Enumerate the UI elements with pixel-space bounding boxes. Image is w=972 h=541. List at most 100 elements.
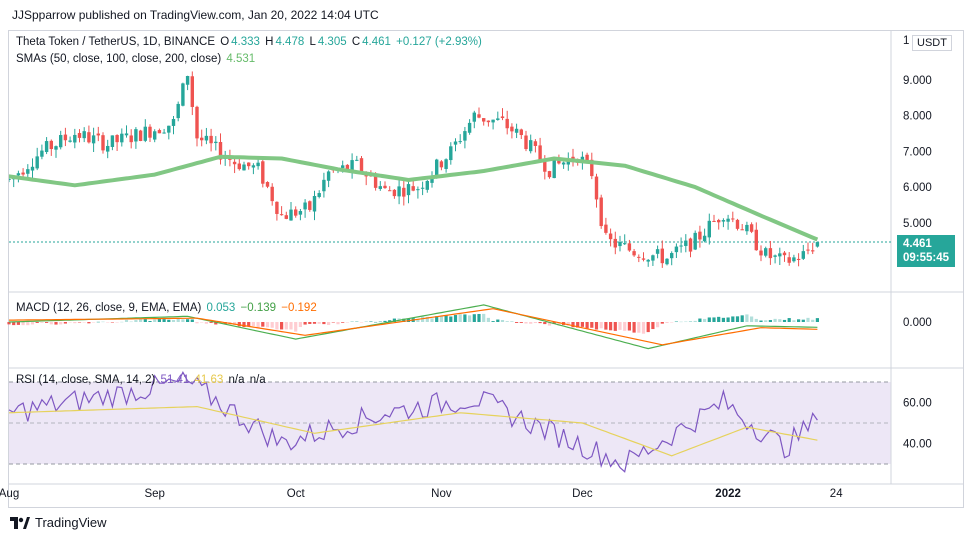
macd-histogram-bar <box>275 322 279 330</box>
candle-body <box>496 118 500 120</box>
candle-body <box>279 214 284 216</box>
candle <box>430 171 434 188</box>
macd-histogram-bar <box>350 321 354 322</box>
macd-histogram-bar <box>331 322 335 323</box>
candle <box>749 222 754 234</box>
candle-body <box>402 187 406 197</box>
candle <box>453 138 458 152</box>
rsi-tick-label: 40.00 <box>903 439 932 451</box>
candle-body <box>214 141 218 144</box>
candle-body <box>82 131 86 139</box>
macd-histogram-bar <box>660 322 664 324</box>
candle-body <box>792 257 796 262</box>
candle-body <box>514 128 519 133</box>
tradingview-footer[interactable]: TradingView <box>10 515 107 530</box>
macd-histogram-bar <box>383 320 387 322</box>
published-caption: JJSpparrow published on TradingView.com,… <box>12 8 379 22</box>
macd-histogram-bar <box>73 322 77 324</box>
macd-histogram-bar <box>627 322 631 331</box>
candle-body <box>204 135 209 141</box>
candle <box>322 172 326 198</box>
macd-histogram-bar <box>726 317 730 322</box>
candle <box>87 125 91 144</box>
candle-body <box>294 209 298 216</box>
macd-histogram-bar <box>529 322 533 324</box>
macd-histogram-bar <box>92 322 96 323</box>
tradingview-brand: TradingView <box>35 515 107 530</box>
candle-body <box>660 248 664 264</box>
candle <box>547 170 552 179</box>
candle <box>524 130 528 152</box>
macd-histogram-bar <box>77 322 82 323</box>
macd-histogram-bar <box>613 322 617 331</box>
candle-body <box>49 140 53 150</box>
rsi-value-3: n/a <box>228 374 245 386</box>
candle-body <box>519 129 523 136</box>
macd-histogram-bar <box>566 322 570 326</box>
macd-histogram-bar <box>496 319 500 322</box>
candle <box>289 202 293 221</box>
macd-histogram-bar <box>425 316 429 322</box>
candle-body <box>594 176 599 200</box>
macd-histogram-bar <box>693 320 697 322</box>
candle <box>500 108 505 121</box>
candle <box>73 128 77 149</box>
macd-histogram-bar <box>618 322 622 330</box>
macd-histogram-bar <box>49 322 53 325</box>
rsi-label: RSI (14, close, SMA, 14, 2) <box>16 374 156 386</box>
macd-histogram-bar <box>369 321 373 322</box>
macd-histogram-bar <box>341 322 345 323</box>
macd-histogram-bar <box>45 322 49 323</box>
change-value: +0.127 (+2.93%) <box>396 36 482 48</box>
candle-body <box>731 218 735 220</box>
candle-body <box>670 253 674 259</box>
candle <box>684 234 688 253</box>
macd-histogram-bar <box>322 322 326 325</box>
sma-legend: SMAs (50, close, 100, close, 200, close)… <box>16 53 257 65</box>
candle-body <box>420 187 425 189</box>
macd-histogram-bar <box>500 319 505 322</box>
candle-body <box>134 129 138 142</box>
candle-body <box>120 133 124 143</box>
candle <box>721 218 726 228</box>
currency-button[interactable]: USDT <box>912 35 952 51</box>
candle-body <box>26 169 30 174</box>
candle <box>406 178 411 204</box>
candle-body <box>9 178 11 181</box>
time-tick-label: Sep <box>144 488 164 500</box>
macd-histogram-bar <box>735 316 740 322</box>
candle-body <box>745 224 749 232</box>
candle <box>552 158 556 179</box>
candle <box>388 186 392 192</box>
candle-body <box>698 231 702 240</box>
candle <box>778 247 782 266</box>
candle-body <box>637 256 641 258</box>
macd-histogram-bar <box>684 321 688 323</box>
macd-histogram-bar <box>651 322 655 330</box>
candle-body <box>148 126 152 138</box>
macd-histogram-bar <box>181 319 185 322</box>
macd-histogram-bar <box>665 322 669 323</box>
candle <box>124 125 129 138</box>
macd-histogram-bar <box>153 319 157 322</box>
candle <box>298 208 303 221</box>
candle <box>44 137 49 155</box>
macd-legend: MACD (12, 26, close, 9, EMA, EMA) 0.053 … <box>16 302 319 314</box>
candle-body <box>162 132 166 134</box>
macd-histogram-bar <box>815 318 819 322</box>
price-tick-label: 8.000 <box>903 111 932 123</box>
candle <box>162 128 166 134</box>
macd-histogram-bar <box>745 314 749 322</box>
candle <box>143 119 147 143</box>
candle-body <box>453 141 458 145</box>
macd-histogram-bar <box>637 322 641 333</box>
macd-histogram-bar <box>571 322 575 328</box>
macd-histogram-bar <box>688 321 693 322</box>
macd-histogram-bar <box>364 321 368 322</box>
candle-body <box>345 164 350 170</box>
candle-body <box>303 202 307 210</box>
macd-histogram-bar <box>463 314 467 322</box>
candle-body <box>91 135 96 144</box>
macd-histogram-bar <box>26 322 30 326</box>
